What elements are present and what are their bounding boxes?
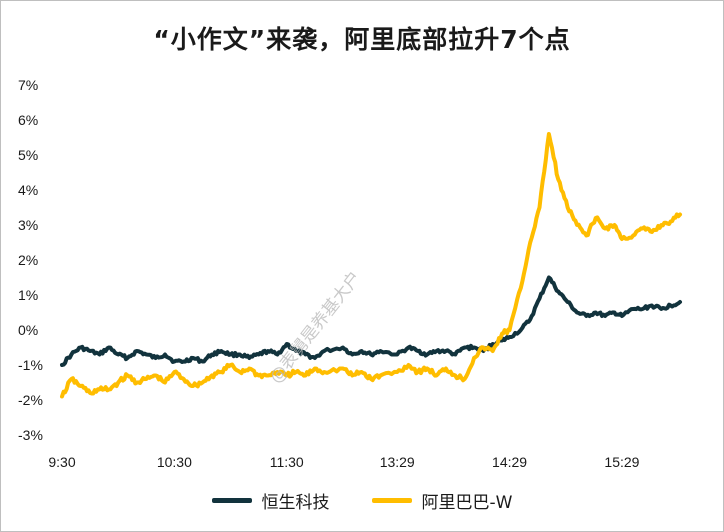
x-axis: 9:30 10:30 11:30 13:29 14:29 15:29	[48, 454, 639, 470]
x-tick-label: 15:29	[604, 454, 639, 470]
y-tick-label: 7%	[18, 77, 38, 93]
y-tick-label: 4%	[18, 182, 38, 198]
legend-label-hstech: 恒生科技	[261, 493, 330, 513]
y-tick-label: 0%	[18, 322, 38, 338]
legend-swatch-alibaba	[371, 498, 412, 503]
x-tick-label: 13:29	[380, 454, 415, 470]
y-tick-label: -1%	[18, 357, 43, 373]
legend-label-alibaba: 阿里巴巴-W	[421, 493, 513, 513]
y-tick-label: 2%	[18, 252, 38, 268]
y-tick-label: 1%	[18, 287, 38, 303]
x-tick-label: 11:30	[270, 454, 304, 470]
chart-legend: 恒生科技 阿里巴巴-W	[0, 488, 724, 513]
y-axis: -3% -2% -1% 0% 1% 2% 3% 4% 5% 6% 7%	[18, 77, 43, 443]
x-tick-label: 14:29	[492, 454, 527, 470]
y-tick-label: 3%	[18, 217, 38, 233]
x-tick-label: 9:30	[48, 454, 75, 470]
series-lines	[60, 132, 682, 399]
legend-swatch-hstech	[211, 498, 252, 503]
legend-item-alibaba: 阿里巴巴-W	[371, 488, 513, 513]
series-line-alibaba	[60, 132, 682, 399]
y-tick-label: -3%	[18, 427, 43, 443]
y-tick-label: 6%	[18, 112, 38, 128]
series-line-hstech	[60, 275, 682, 367]
x-tick-label: 10:30	[157, 454, 192, 470]
legend-item-hstech: 恒生科技	[211, 488, 330, 513]
y-tick-label: -2%	[18, 392, 43, 408]
chart-title: “小作文”来袭，阿里底部拉升7个点	[153, 25, 571, 54]
y-tick-label: 5%	[18, 147, 38, 163]
